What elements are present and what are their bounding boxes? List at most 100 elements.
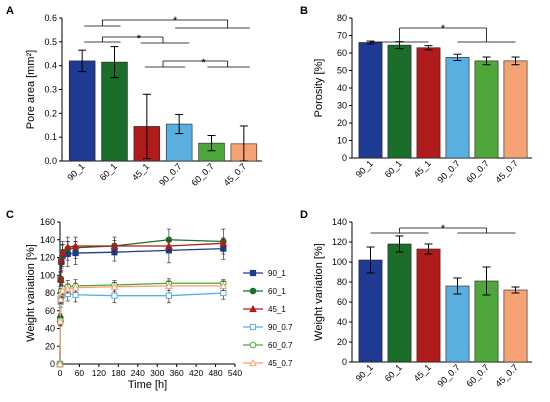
panel-letter-d: D xyxy=(300,209,308,221)
data-point xyxy=(219,239,228,247)
x-tick-label: 60_0.7 xyxy=(189,161,216,188)
y-tick-label: 0.4 xyxy=(44,61,57,71)
x-tick-label: 0 xyxy=(58,368,63,378)
bar xyxy=(387,44,412,159)
bar xyxy=(416,47,441,159)
data-point xyxy=(219,281,228,289)
data-point xyxy=(71,241,80,250)
x-tick-label: 45_0.7 xyxy=(493,362,520,389)
significance-star: * xyxy=(201,57,206,69)
series-line xyxy=(59,292,224,365)
panel-letter-b: B xyxy=(300,5,308,17)
y-tick-label: 140 xyxy=(40,235,55,245)
y-tick-label: 120 xyxy=(40,253,55,263)
panel-b: 0 10 20 30 40 50 60 70 80 Porosity [%] 90_1 60_1 45_… xyxy=(313,13,532,185)
x-tick-label: 60 xyxy=(75,368,85,378)
data-point xyxy=(111,292,118,299)
y-tick-label: 20 xyxy=(45,341,55,351)
y-tick-label: 80 xyxy=(337,277,347,287)
x-tick-label: 480 xyxy=(208,368,222,378)
y-tick-label: 0.0 xyxy=(44,156,57,166)
data-point xyxy=(72,291,79,298)
panel-c: 0 20 40 60 80 100 120 140 160 0 60 120 180 240 300 360 4… xyxy=(25,217,293,391)
legend-label: 90_0.7 xyxy=(268,323,293,332)
x-tick-label: 180 xyxy=(111,368,125,378)
x-tick-label: 60_1 xyxy=(383,158,404,179)
panel-letter-a: A xyxy=(6,5,14,17)
data-point xyxy=(58,249,67,257)
series-line xyxy=(59,247,224,365)
legend-label: 45_0.7 xyxy=(268,359,293,368)
y-tick-label: 0.1 xyxy=(44,132,57,142)
legend-marker xyxy=(249,323,257,331)
y-tick-label: 50 xyxy=(337,66,347,76)
bar xyxy=(503,60,528,159)
data-point xyxy=(56,295,65,303)
y-tick-label: 40 xyxy=(337,83,347,93)
y-tick-label: 120 xyxy=(332,237,347,247)
legend-label: 45_1 xyxy=(268,305,286,314)
y-tick-label: 0.2 xyxy=(44,108,57,118)
legend-label: 60_0.7 xyxy=(268,341,293,350)
y-tick-label: 100 xyxy=(332,257,347,267)
y-tick-label: 0 xyxy=(342,153,347,163)
data-point xyxy=(165,281,173,289)
bar xyxy=(445,57,470,159)
y-tick-label: 100 xyxy=(40,270,55,280)
x-tick-label: 60_1 xyxy=(383,362,404,383)
data-point xyxy=(56,274,65,282)
y-tick-label: 70 xyxy=(337,31,347,41)
legend-marker xyxy=(249,304,257,313)
legend-marker xyxy=(249,287,257,295)
x-tick-label: 120 xyxy=(92,368,106,378)
bar xyxy=(445,285,470,363)
y-axis-label: Porosity [%] xyxy=(313,59,325,118)
y-tick-label: 60 xyxy=(337,297,347,307)
series-line xyxy=(59,242,224,365)
x-tick-label: 90_1 xyxy=(354,158,375,179)
x-axis-label: Time [h] xyxy=(128,379,167,391)
data-point xyxy=(165,241,173,250)
panel-letter-c: C xyxy=(6,209,14,221)
x-tick-label: 300 xyxy=(150,368,164,378)
panel-a: 0.0 0.1 0.2 0.3 0.4 0.5 0.6 Pore area [mm²] 90_1… xyxy=(25,13,262,188)
y-tick-label: 0 xyxy=(50,359,55,369)
data-point xyxy=(63,284,72,292)
legend-label: 90_1 xyxy=(268,269,286,278)
y-tick-label: 0.5 xyxy=(44,37,57,47)
data-point xyxy=(56,359,64,368)
x-tick-label: 90_1 xyxy=(65,161,86,182)
x-tick-label: 60_0.7 xyxy=(464,158,491,185)
y-tick-label: 0.6 xyxy=(44,13,57,23)
y-tick-label: 60 xyxy=(337,48,347,58)
y-axis-label: Weight variation [%] xyxy=(313,243,325,341)
legend-marker xyxy=(249,341,257,349)
y-tick-label: 0 xyxy=(342,357,347,367)
x-tick-label: 420 xyxy=(189,368,203,378)
x-tick-label: 45_0.7 xyxy=(222,161,249,188)
x-tick-label: 60_0.7 xyxy=(464,362,491,389)
series-line xyxy=(59,285,224,365)
y-tick-label: 140 xyxy=(332,217,347,227)
data-point xyxy=(63,242,72,250)
y-tick-label: 40 xyxy=(337,317,347,327)
panel-d: 0 20 40 60 80 100 120 140 Weight variation [%] 90… xyxy=(313,217,532,389)
y-tick-label: 80 xyxy=(337,13,347,23)
y-tick-label: 20 xyxy=(337,118,347,128)
significance-star: * xyxy=(441,223,446,235)
bar xyxy=(68,60,96,162)
x-tick-label: 90_0.7 xyxy=(157,161,184,188)
y-tick-label: 80 xyxy=(45,288,55,298)
data-point xyxy=(71,283,80,291)
y-axis-label: Pore area [mm²] xyxy=(25,50,37,129)
y-tick-label: 20 xyxy=(337,337,347,347)
x-tick-label: 45_0.7 xyxy=(493,158,520,185)
legend-label: 60_1 xyxy=(268,287,286,296)
y-tick-label: 40 xyxy=(45,324,55,334)
x-tick-label: 45_1 xyxy=(412,158,433,179)
series-line xyxy=(59,239,224,365)
bar xyxy=(416,248,441,363)
y-tick-label: 60 xyxy=(45,306,55,316)
y-tick-label: 30 xyxy=(337,101,347,111)
